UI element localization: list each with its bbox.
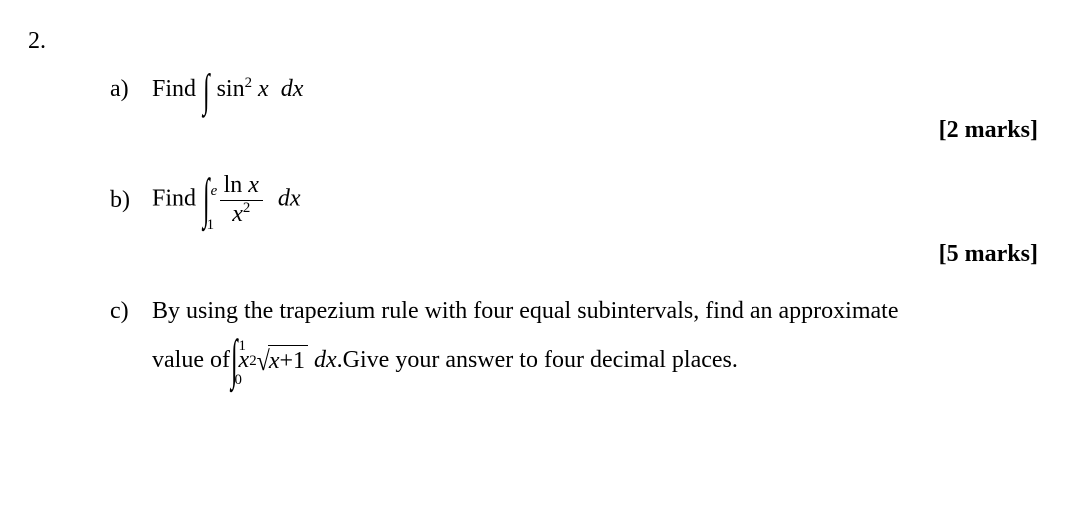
part-c-label: c) [110, 296, 152, 327]
sqrt-body: x+1 [268, 345, 308, 377]
part-a: a) Find ∫ sin2 x dx [110, 74, 1050, 105]
fraction: ln x x2 [220, 172, 263, 228]
sqrt-var: x [269, 348, 280, 374]
part-a-marks: [2 marks] [110, 115, 1038, 146]
dvar-text: dx [281, 76, 304, 102]
upper-limit: 1 [239, 337, 246, 356]
integral-symbol: ∫ [203, 64, 210, 123]
line2-post: .Give your answer to four decimal places… [337, 345, 738, 376]
integrand-var: x [258, 76, 269, 102]
question-number: 2. [28, 26, 46, 57]
part-c-line1: By using the trapezium rule with four eq… [152, 296, 1050, 327]
lower-limit: 1 [207, 216, 214, 235]
part-c-line2: value of ∫10 x2√x+1 dx .Give your answer… [152, 345, 1050, 377]
part-b-lead: Find [152, 186, 202, 212]
part-b-body: Find ∫e1 ln x x2 dx [152, 172, 1050, 228]
sqrt-plus: +1 [279, 348, 305, 374]
denominator: x2 [220, 201, 263, 229]
part-b: b) Find ∫e1 ln x x2 dx [110, 172, 1050, 228]
part-c: c) By using the trapezium rule with four… [110, 296, 1050, 377]
den-power: 2 [243, 200, 250, 216]
num-fn: ln [224, 172, 249, 198]
dvar-text: dx [314, 345, 337, 376]
line2-pre: value of [152, 345, 230, 376]
sqrt: √x+1 [257, 345, 308, 377]
numerator: ln x [220, 172, 263, 201]
part-a-label: a) [110, 74, 152, 105]
lower-limit: 0 [235, 371, 242, 390]
part-b-marks: [5 marks] [110, 239, 1038, 270]
num-var: x [248, 172, 259, 198]
part-c-body: By using the trapezium rule with four eq… [152, 296, 1050, 377]
part-a-lead: Find [152, 76, 202, 102]
part-b-label: b) [110, 185, 152, 216]
parts-container: a) Find ∫ sin2 x dx [2 marks] b) Find ∫e… [110, 74, 1050, 377]
power: 2 [245, 75, 252, 91]
sqrt-symbol: √ [257, 345, 270, 381]
part-a-body: Find ∫ sin2 x dx [152, 74, 1050, 105]
dvar-text: dx [278, 186, 301, 212]
upper-limit: e [211, 182, 218, 201]
den-var: x [232, 201, 243, 227]
integrand-fn: sin [217, 76, 245, 102]
